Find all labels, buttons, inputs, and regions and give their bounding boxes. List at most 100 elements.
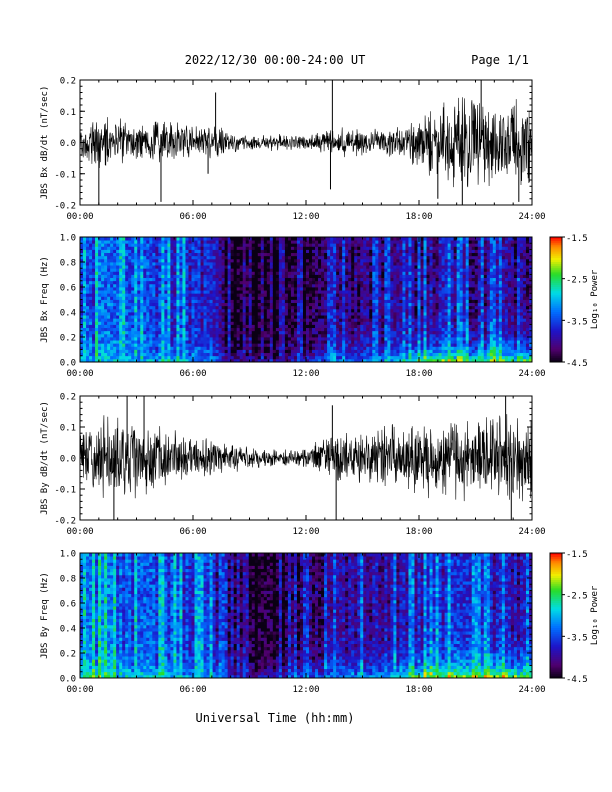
spectrogram-cell — [188, 315, 192, 319]
spectrogram-cell — [441, 265, 446, 269]
spectrogram-cell — [423, 274, 427, 279]
spectrogram-cell — [122, 280, 126, 285]
spectrogram-cell — [122, 315, 126, 319]
spectrogram-cell — [95, 287, 99, 291]
spectrogram-cell — [357, 249, 361, 254]
spectrogram-cell — [176, 349, 180, 354]
spectrogram-cell — [104, 312, 108, 316]
spectrogram-cell — [155, 271, 159, 275]
spectrogram-cell — [179, 287, 183, 291]
spectrogram-cell — [414, 252, 418, 257]
spectrogram-cell — [378, 352, 382, 357]
spectrogram-cell — [212, 305, 216, 310]
spectrogram-cell — [327, 330, 331, 335]
spectrogram-cell — [185, 265, 189, 269]
spectrogram-cell — [254, 287, 259, 291]
spectrogram-cell — [269, 321, 274, 325]
spectrogram-cell — [272, 340, 277, 344]
spectrogram-cell — [215, 262, 220, 266]
spectrogram-cell — [158, 290, 162, 294]
spectrogram-cell — [107, 308, 111, 313]
spectrogram-cell — [396, 237, 400, 241]
spectrogram-cell — [302, 318, 307, 322]
spectrogram-cell — [80, 349, 84, 354]
spectrogram-cell — [345, 308, 349, 313]
spectrogram-cell — [321, 315, 325, 319]
spectrogram-cell — [134, 305, 138, 310]
spectrogram-cell — [399, 240, 403, 244]
spectrogram-cell — [134, 321, 138, 325]
spectrogram-cell — [182, 305, 186, 310]
spectrogram-cell — [333, 312, 337, 316]
spectrogram-cell — [432, 274, 436, 279]
spectrogram-cell — [399, 246, 403, 250]
spectrogram-cell — [182, 274, 186, 279]
spectrogram-cell — [321, 265, 325, 269]
spectrogram-cell — [80, 237, 84, 241]
spectrogram-cell — [435, 296, 439, 300]
spectrogram-cell — [221, 277, 226, 282]
spectrogram-cell — [281, 277, 286, 282]
y-tick-label: 0.2 — [60, 77, 76, 87]
spectrogram-cell — [336, 352, 340, 357]
spectrogram-cell — [116, 337, 120, 341]
spectrogram-cell — [155, 349, 159, 354]
spectrogram-cell — [384, 262, 388, 266]
spectrogram-cell — [128, 321, 132, 325]
spectrogram-cell — [137, 265, 141, 269]
spectrogram-cell — [309, 290, 313, 294]
spectrogram-cell — [119, 280, 123, 285]
spectrogram-cell — [182, 302, 186, 307]
spectrogram-cell — [278, 324, 283, 329]
spectrogram-cell — [86, 343, 90, 347]
spectrogram-cell — [179, 318, 183, 322]
spectrogram-cell — [95, 299, 99, 304]
spectrogram-cell — [369, 337, 373, 341]
spectrogram-cell — [336, 330, 340, 335]
spectrogram-cell — [224, 337, 229, 341]
spectrogram-cell — [179, 337, 183, 341]
spectrogram-cell — [414, 240, 418, 244]
spectrogram-cell — [137, 271, 141, 275]
spectrogram-cell — [113, 305, 117, 310]
spectrogram-cell — [372, 312, 376, 316]
spectrogram-cell — [408, 346, 412, 350]
spectrogram-cell — [176, 293, 180, 297]
spectrogram-cell — [230, 240, 235, 244]
spectrogram-cell — [435, 299, 439, 304]
spectrogram-cell — [188, 321, 192, 325]
spectrogram-cell — [435, 287, 439, 291]
spectrogram-cell — [275, 271, 280, 275]
spectrogram-cell — [263, 255, 268, 260]
spectrogram-cell — [152, 293, 156, 297]
spectrogram-cell — [287, 265, 292, 269]
spectrogram-cell — [143, 237, 147, 241]
spectrogram-cell — [83, 299, 87, 304]
spectrogram-cell — [137, 305, 141, 310]
spectrogram-cell — [378, 271, 382, 275]
spectrogram-cell — [269, 243, 274, 247]
spectrogram-cell — [299, 283, 304, 288]
spectrogram-cell — [212, 255, 216, 260]
spectrogram-cell — [284, 280, 289, 285]
spectrogram-cell — [432, 302, 436, 307]
spectrogram-cell — [200, 358, 204, 363]
spectrogram-cell — [110, 318, 114, 322]
spectrogram-cell — [405, 333, 409, 338]
spectrogram-cell — [182, 265, 186, 269]
spectrogram-cell — [125, 246, 129, 250]
spectrogram-cell — [417, 321, 421, 325]
spectrogram-cell — [137, 321, 141, 325]
spectrogram-cell — [167, 321, 171, 325]
spectrogram-cell — [354, 330, 358, 335]
spectrogram-cell — [167, 315, 171, 319]
spectrogram-cell — [209, 337, 213, 341]
spectrogram-cell — [333, 340, 337, 344]
spectrogram-cell — [375, 343, 379, 347]
spectrogram-cell — [444, 302, 449, 307]
spectrogram-cell — [318, 302, 322, 307]
spectrogram-cell — [161, 237, 165, 241]
spectrogram-cell — [254, 293, 259, 297]
spectrogram-cell — [354, 349, 358, 354]
spectrogram-cell — [89, 299, 93, 304]
